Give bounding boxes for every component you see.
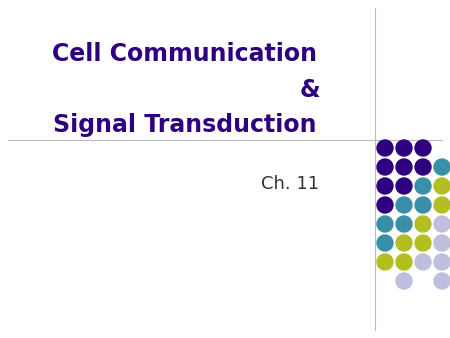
Text: &: & [300,78,320,102]
Circle shape [415,216,431,232]
Circle shape [434,197,450,213]
Circle shape [377,178,393,194]
Text: Signal Transduction: Signal Transduction [53,113,317,137]
Circle shape [434,178,450,194]
Circle shape [415,254,431,270]
Circle shape [434,235,450,251]
Circle shape [377,216,393,232]
Circle shape [377,197,393,213]
Text: Cell Communication: Cell Communication [53,42,318,66]
Circle shape [377,254,393,270]
Circle shape [434,159,450,175]
Circle shape [377,159,393,175]
Circle shape [377,140,393,156]
Circle shape [396,140,412,156]
Circle shape [415,159,431,175]
Circle shape [377,235,393,251]
Circle shape [415,178,431,194]
Circle shape [396,273,412,289]
Circle shape [396,197,412,213]
Circle shape [396,178,412,194]
Text: Ch. 11: Ch. 11 [261,175,319,193]
Circle shape [434,273,450,289]
Circle shape [396,235,412,251]
Circle shape [434,216,450,232]
Circle shape [415,140,431,156]
Circle shape [396,216,412,232]
Circle shape [396,159,412,175]
Circle shape [415,235,431,251]
Circle shape [396,254,412,270]
Circle shape [415,197,431,213]
Circle shape [434,254,450,270]
